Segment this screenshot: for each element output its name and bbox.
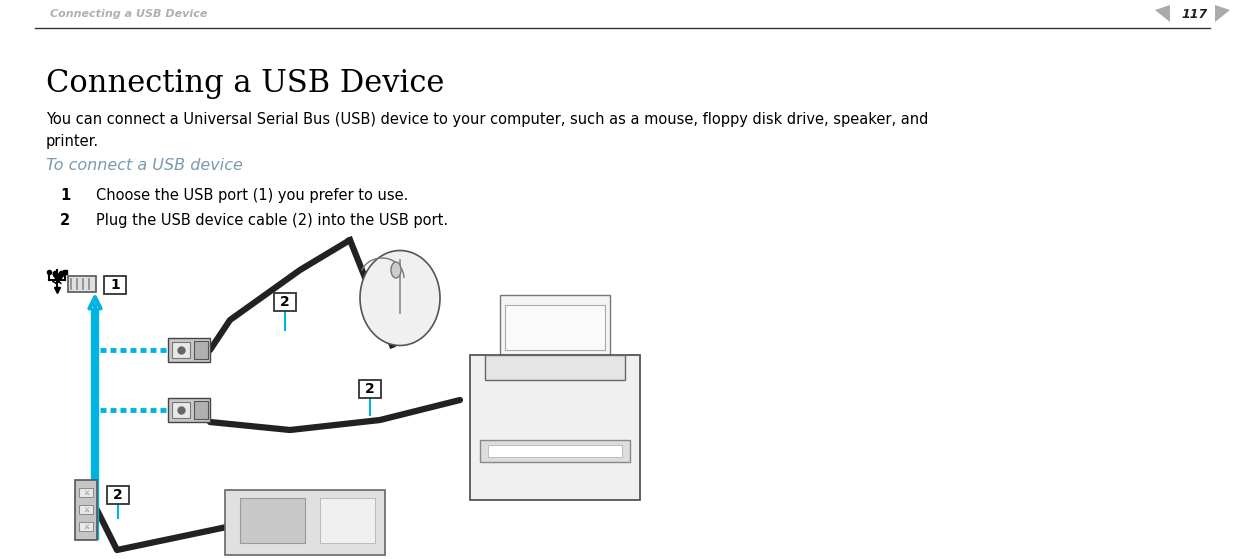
FancyBboxPatch shape	[489, 445, 622, 457]
Text: ⚔: ⚔	[83, 490, 89, 496]
FancyBboxPatch shape	[79, 522, 93, 531]
FancyBboxPatch shape	[320, 498, 374, 543]
FancyBboxPatch shape	[172, 342, 190, 358]
Text: 1: 1	[60, 188, 71, 203]
FancyBboxPatch shape	[68, 276, 95, 292]
Text: To connect a USB device: To connect a USB device	[46, 158, 243, 173]
FancyBboxPatch shape	[193, 401, 208, 419]
Text: ♥: ♥	[51, 269, 66, 287]
FancyBboxPatch shape	[167, 338, 210, 362]
Ellipse shape	[360, 250, 440, 345]
Text: ⚔: ⚔	[83, 507, 89, 513]
Text: 2: 2	[280, 295, 290, 309]
FancyBboxPatch shape	[172, 402, 190, 418]
FancyBboxPatch shape	[104, 276, 126, 294]
FancyBboxPatch shape	[241, 498, 305, 543]
Text: Connecting a USB Device: Connecting a USB Device	[50, 9, 207, 19]
FancyBboxPatch shape	[79, 488, 93, 497]
FancyBboxPatch shape	[79, 505, 93, 514]
Polygon shape	[1215, 5, 1230, 22]
FancyBboxPatch shape	[470, 355, 640, 500]
Text: 1: 1	[110, 278, 120, 292]
Text: 2: 2	[365, 382, 374, 396]
Text: Choose the USB port (1) you prefer to use.: Choose the USB port (1) you prefer to us…	[95, 188, 408, 203]
FancyBboxPatch shape	[480, 440, 630, 462]
Text: ⚔: ⚔	[83, 524, 89, 530]
FancyBboxPatch shape	[274, 293, 296, 311]
Text: 117: 117	[1182, 7, 1208, 21]
Polygon shape	[485, 355, 625, 380]
Text: 2: 2	[60, 213, 71, 228]
FancyBboxPatch shape	[360, 380, 381, 398]
Text: Plug the USB device cable (2) into the USB port.: Plug the USB device cable (2) into the U…	[95, 213, 448, 228]
Text: ⌁: ⌁	[51, 273, 63, 292]
FancyBboxPatch shape	[224, 490, 384, 555]
Text: Connecting a USB Device: Connecting a USB Device	[46, 68, 444, 99]
FancyBboxPatch shape	[107, 486, 129, 504]
Ellipse shape	[391, 262, 401, 278]
FancyBboxPatch shape	[167, 398, 210, 422]
Polygon shape	[500, 295, 610, 355]
Polygon shape	[1154, 5, 1171, 22]
FancyBboxPatch shape	[193, 341, 208, 359]
Polygon shape	[505, 305, 605, 350]
Text: 2: 2	[113, 488, 123, 502]
FancyBboxPatch shape	[74, 480, 97, 540]
Text: You can connect a Universal Serial Bus (USB) device to your computer, such as a : You can connect a Universal Serial Bus (…	[46, 112, 929, 149]
